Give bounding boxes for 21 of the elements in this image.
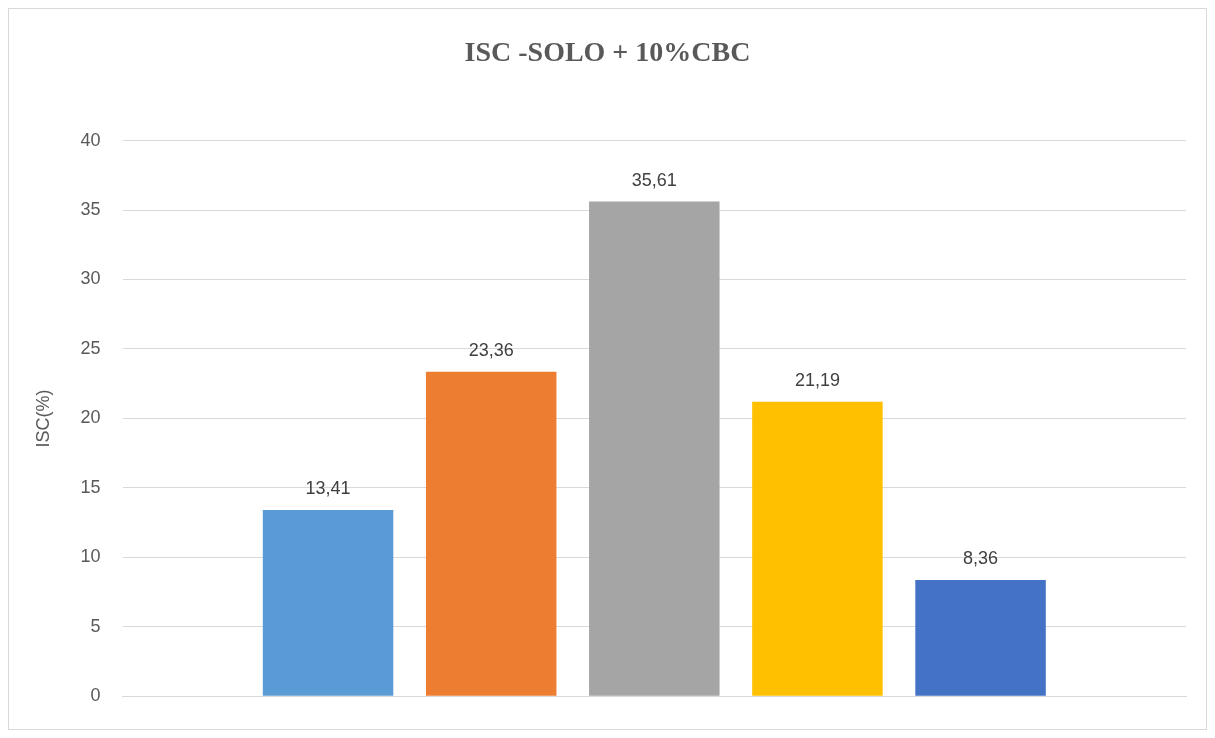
data-label: 13,41 (305, 477, 351, 498)
bar (425, 371, 557, 696)
bar (262, 509, 394, 696)
y-tick-label: 20 (80, 407, 101, 428)
y-tick-label: 0 (90, 685, 101, 706)
data-label: 21,19 (794, 369, 840, 390)
y-tick-label: 15 (80, 476, 101, 497)
y-tick-label: 5 (90, 615, 101, 636)
y-tick-label: 30 (80, 268, 101, 289)
bar (589, 201, 720, 696)
y-axis-title: ISC(%) (32, 389, 53, 448)
y-tick-label: 25 (80, 337, 101, 358)
y-tick-label: 10 (80, 546, 101, 567)
data-label: 8,36 (963, 548, 999, 569)
y-tick-label: 35 (80, 199, 101, 220)
y-tick-label: 40 (80, 129, 101, 150)
data-label: 35,61 (631, 169, 677, 190)
chart-title: ISC -SOLO + 10%CBC (464, 36, 751, 68)
bar (915, 580, 1046, 696)
bar (752, 401, 883, 696)
data-label: 23,36 (468, 339, 514, 360)
